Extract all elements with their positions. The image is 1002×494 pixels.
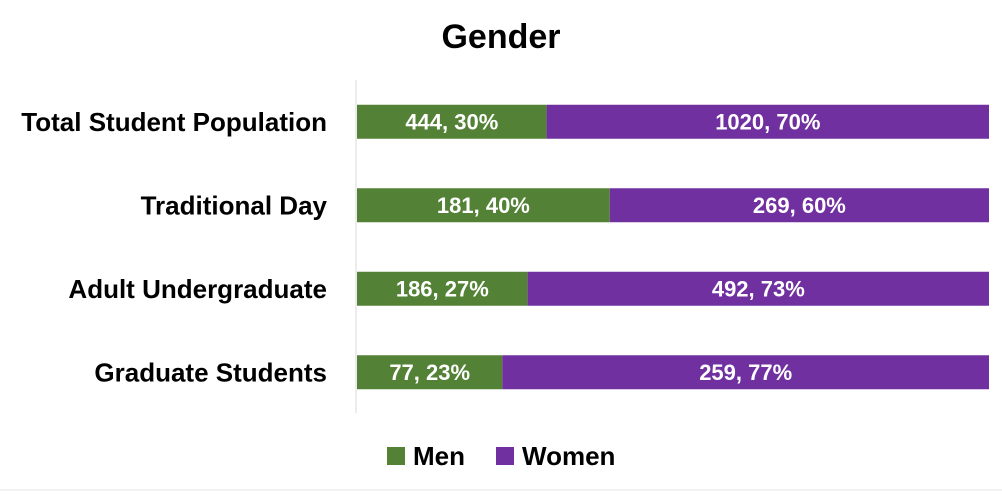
- data-label-women-total-student-population: 1020, 70%: [715, 109, 820, 134]
- legend-swatch-women: [496, 447, 514, 465]
- data-label-men-adult-undergraduate: 186, 27%: [396, 276, 489, 301]
- category-label-traditional-day: Traditional Day: [141, 190, 328, 220]
- bar-women-graduate-students: [502, 355, 989, 390]
- data-label-women-traditional-day: 269, 60%: [753, 193, 846, 218]
- data-label-women-graduate-students: 259, 77%: [699, 360, 792, 385]
- chart-title: Gender: [441, 18, 560, 56]
- category-labels: Total Student Population Traditional Day A…: [21, 107, 327, 388]
- bar-women-total-student-population: [546, 104, 989, 139]
- bar-men-total-student-population: [357, 104, 547, 139]
- legend-swatch-men: [387, 447, 405, 465]
- legend: Men Women: [387, 441, 615, 471]
- bar-men-graduate-students: [357, 355, 503, 390]
- bar-men-adult-undergraduate: [357, 271, 528, 306]
- bar-women-traditional-day: [609, 188, 989, 223]
- category-label-total-student-population: Total Student Population: [21, 107, 327, 137]
- data-labels: 444, 30% 1020, 70% 181, 40% 269, 60% 186, 27…: [389, 109, 846, 385]
- bar-women-adult-undergraduate: [527, 271, 989, 306]
- legend-label-men: Men: [413, 441, 465, 471]
- category-label-graduate-students: Graduate Students: [94, 357, 327, 387]
- data-label-women-adult-undergraduate: 492, 73%: [712, 276, 805, 301]
- data-label-men-graduate-students: 77, 23%: [389, 360, 470, 385]
- bar-men-traditional-day: [357, 188, 610, 223]
- category-label-adult-undergraduate: Adult Undergraduate: [68, 274, 327, 304]
- bars: [357, 104, 989, 390]
- data-label-men-traditional-day: 181, 40%: [437, 193, 530, 218]
- data-label-men-total-student-population: 444, 30%: [405, 109, 498, 134]
- legend-label-women: Women: [522, 441, 615, 471]
